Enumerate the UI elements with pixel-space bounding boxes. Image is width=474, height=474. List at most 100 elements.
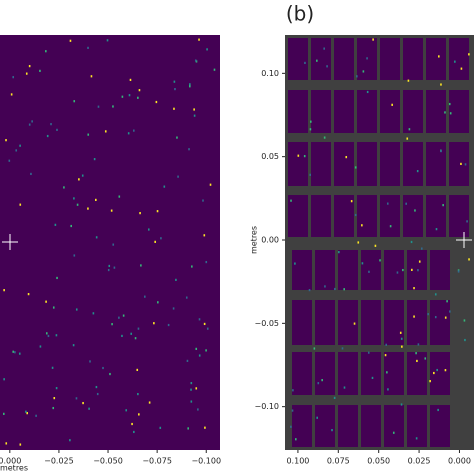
- cell: [311, 142, 331, 186]
- speckle: [460, 67, 463, 70]
- cell: [288, 195, 308, 237]
- speckle: [46, 134, 49, 138]
- speckle: [136, 368, 139, 372]
- speckle: [25, 72, 28, 75]
- speckle: [189, 85, 191, 88]
- speckle: [356, 75, 358, 78]
- speckle: [440, 83, 442, 86]
- speckle: [87, 207, 89, 210]
- speckle: [413, 315, 415, 318]
- speckle: [173, 80, 176, 83]
- cell: [403, 90, 423, 133]
- speckle: [125, 409, 128, 412]
- speckle: [366, 90, 369, 94]
- speckle: [366, 57, 368, 60]
- speckle: [110, 209, 113, 212]
- speckle: [52, 406, 55, 410]
- speckle: [420, 247, 423, 250]
- speckle: [195, 347, 198, 350]
- speckle: [118, 316, 120, 319]
- cell: [380, 38, 400, 80]
- speckle: [153, 322, 155, 325]
- x-tick-label: 0.025: [408, 457, 431, 466]
- speckle: [391, 103, 393, 106]
- speckle: [424, 357, 427, 360]
- cell: [292, 405, 312, 447]
- speckle: [190, 400, 193, 403]
- speckle: [108, 264, 111, 268]
- speckle: [118, 195, 121, 198]
- crosshair: [2, 232, 472, 250]
- speckle: [309, 128, 312, 131]
- speckle: [203, 234, 206, 237]
- speckle: [464, 163, 467, 166]
- cell: [430, 352, 450, 395]
- speckle: [449, 310, 451, 313]
- speckle: [185, 296, 188, 299]
- speckle: [63, 186, 65, 189]
- speckle: [133, 129, 135, 132]
- speckle: [350, 200, 353, 203]
- speckle: [405, 202, 407, 205]
- speckle: [45, 300, 47, 303]
- y-tick-label: 0.00: [261, 236, 279, 245]
- speckle: [52, 306, 55, 309]
- x-tick-label: −0.075: [142, 457, 172, 466]
- cell: [403, 38, 423, 80]
- cell: [430, 250, 450, 290]
- speckle: [104, 130, 107, 133]
- speckle: [389, 225, 392, 228]
- speckle: [128, 94, 131, 97]
- speckle: [109, 372, 111, 376]
- speckle: [55, 334, 58, 337]
- speckle: [96, 392, 99, 396]
- speckle: [401, 345, 403, 348]
- speckle: [73, 100, 76, 103]
- cell: [403, 195, 423, 237]
- speckle: [417, 343, 420, 346]
- speckle: [72, 344, 75, 347]
- speckle: [28, 123, 31, 126]
- speckle: [31, 120, 33, 123]
- speckle: [26, 412, 28, 415]
- speckle: [406, 137, 409, 140]
- speckle: [113, 266, 116, 269]
- speckle: [435, 228, 438, 231]
- speckle: [25, 410, 27, 413]
- cell: [407, 300, 427, 345]
- speckle: [343, 288, 345, 291]
- speckle: [188, 148, 190, 151]
- speckle: [73, 197, 75, 200]
- speckle: [121, 95, 124, 98]
- speckle: [78, 178, 80, 181]
- speckle: [386, 202, 389, 205]
- speckle: [82, 401, 84, 405]
- speckle: [3, 378, 5, 381]
- speckle: [317, 382, 320, 385]
- cell: [449, 90, 469, 133]
- speckle: [30, 172, 32, 176]
- speckle: [333, 396, 336, 399]
- cell: [449, 38, 469, 80]
- speckle: [87, 46, 89, 49]
- cell: [426, 38, 446, 80]
- speckle: [176, 136, 178, 139]
- speckle: [414, 209, 416, 212]
- speckle: [444, 369, 447, 372]
- x-tick-label: 0.075: [327, 457, 350, 466]
- speckle: [75, 308, 78, 311]
- detector-cells: [288, 38, 469, 447]
- y-tick-label: −0.05: [254, 319, 279, 328]
- speckle: [190, 388, 192, 391]
- x-tick-label: −0.025: [44, 457, 74, 466]
- cell: [288, 38, 308, 80]
- speckle: [51, 366, 54, 369]
- cell: [315, 300, 335, 345]
- speckle: [353, 322, 356, 325]
- cell: [407, 405, 427, 447]
- cell: [426, 142, 446, 186]
- speckle: [159, 426, 162, 429]
- speckle: [460, 162, 462, 166]
- speckle: [374, 244, 377, 247]
- speckle: [130, 332, 133, 335]
